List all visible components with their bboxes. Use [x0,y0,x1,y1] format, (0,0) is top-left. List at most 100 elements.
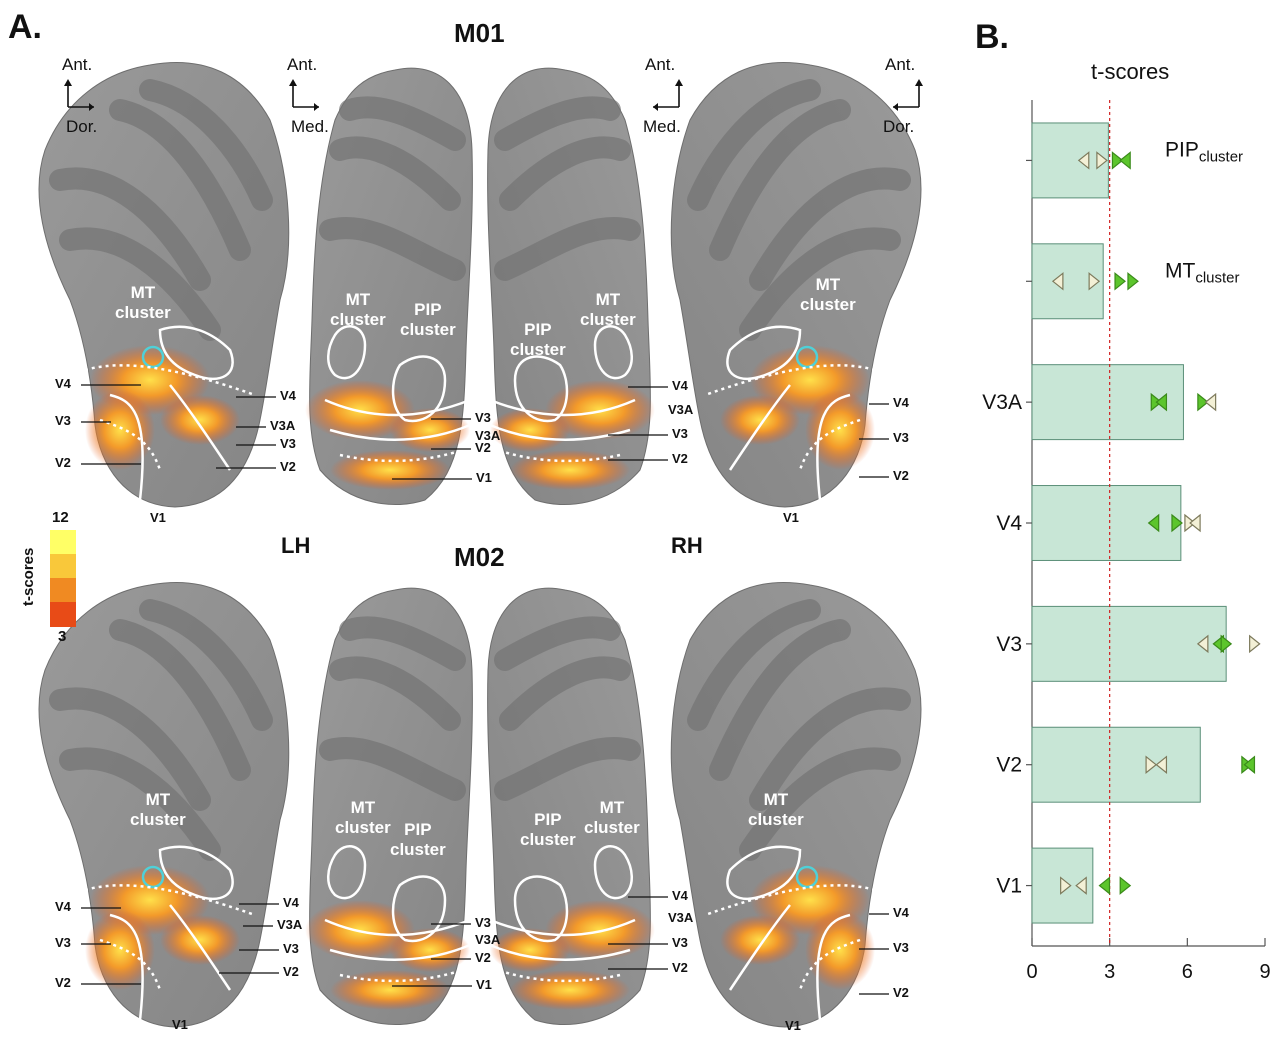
orient-up-arrowhead [675,79,683,86]
v3-border [329,423,471,441]
activation-blob-2 [160,915,240,965]
marker-V4-15 [1189,513,1201,533]
roi-leader-line [859,438,889,440]
roi-label-v3: V3 [475,915,491,930]
cluster-label-line: MT [145,790,171,809]
t-score-bar-chart: 0 3 6 9 PIPcluster MTcluster V3A V4 V3 V2 V1 [982,100,1271,983]
colorbar-step-2 [50,554,76,578]
hemisphere-lh-label: LH [281,533,311,558]
marker-V3-16 [1196,634,1209,654]
roi-label-v4: V4 [672,888,688,903]
marker-PIPcluster-1 [1096,151,1108,170]
orient-axes [893,81,920,108]
marker-V3A-11 [1204,392,1217,412]
orient-axes [653,81,680,108]
category-label-PIPcluster: PIPcluster [1165,138,1243,165]
sulcus-0 [749,687,911,811]
sulcus-2 [709,99,851,261]
mt-cluster-label: MT cluster [584,798,640,838]
bar-V3 [1031,605,1227,682]
roi-leader-line [431,418,471,420]
activation-blob-2 [720,915,800,965]
marker-PIPcluster-0 [1077,151,1090,170]
activation-blob-2 [330,450,450,490]
t-score-colorbar [50,530,76,627]
category-label-MTcluster: MTcluster [1165,259,1240,286]
cluster-label-line: MT [345,290,371,309]
activation-blob-1 [490,928,570,972]
roi-leader-line [239,903,279,905]
sulcus-0 [499,136,631,211]
sulcus-2 [494,96,621,151]
chart-title: t-scores [1091,59,1170,84]
roi-leader-line [81,943,111,945]
x-tick-label-6: 6 [1182,961,1193,983]
activation-blob-1 [85,390,155,470]
cluster-label-line: PIP [534,810,562,829]
marker-V1-25 [1075,876,1087,895]
activation-blob-0 [545,900,655,960]
v2-border [491,446,621,463]
cluster-label-line: MT [595,290,621,309]
cluster-label-line: cluster [520,830,576,849]
roi-label-v4: V4 [893,395,909,410]
roi-leader-line [431,958,471,960]
sulcus-1 [59,747,221,861]
roi-label-v3a: V3A [668,910,694,925]
mt-center-circle [795,865,819,889]
hemisphere-surface-2 [487,67,655,505]
activation-blob-1 [805,390,875,470]
v1-v2-border [99,418,162,471]
cluster-label-line: PIP [404,820,432,839]
roi-leader-line [81,907,121,909]
roi-label-v3: V3 [893,940,909,955]
bar-V2 [1031,726,1201,803]
category-label-V3A: V3A [982,391,1022,414]
mt-cluster-label: MT cluster [330,290,386,330]
roi-label-v1-lh-m01: V1 [150,510,166,525]
cluster-label-line: cluster [335,818,391,837]
roi-label-v2: V2 [55,975,71,990]
colorbar-step-3 [50,578,76,602]
pip-cluster-label: PIP cluster [520,810,576,850]
sulcus-3 [687,599,821,731]
mt-cluster-outline [726,325,802,381]
v1-v2-border [798,938,861,991]
mt-cluster-label: MT cluster [800,275,856,315]
sulcus-2 [109,99,251,261]
roi-leader-line [239,949,279,951]
v2-v3-border [109,393,144,501]
roi-leader-line [243,925,273,927]
x-tick-label-3: 3 [1104,961,1115,983]
roi-label-v3a: V3A [277,917,303,932]
panel-a-letter: A. [8,8,42,46]
orient-side-arrowhead [89,103,94,111]
orient-up-label-3: Ant. [885,55,916,74]
marker-V2-21 [1155,755,1168,774]
cluster-label-line: cluster [400,320,456,339]
roi-label-v3: V3 [283,941,299,956]
cluster-label-line: cluster [748,810,804,829]
roi-leader-line [236,426,266,428]
mt-cluster-label: MT cluster [580,290,636,330]
roi-leader-line [628,896,668,898]
activation-blob-1 [390,928,470,972]
marker-MTcluster-5 [1088,272,1101,291]
marker-MTcluster-6 [1114,272,1126,291]
orient-up-arrowhead [64,79,72,86]
mt-cluster-outline [726,845,802,901]
marker-MTcluster-7 [1127,272,1139,291]
v3a-border [489,918,636,937]
v2-v3-border [816,393,851,501]
roi-leader-line [608,968,668,970]
category-label-V3: V3 [996,633,1022,656]
marker-MTcluster-4 [1051,272,1064,291]
hemisphere-surface-0 [38,61,290,508]
sulcus-3 [687,79,821,211]
mt-center-circle [141,865,165,889]
hemisphere-surface-1 [305,67,473,505]
sulcus-3 [139,599,273,731]
monkey-m01-title: M01 [454,18,505,48]
roi-label-v4: V4 [283,895,299,910]
sulcus-0 [329,136,461,211]
